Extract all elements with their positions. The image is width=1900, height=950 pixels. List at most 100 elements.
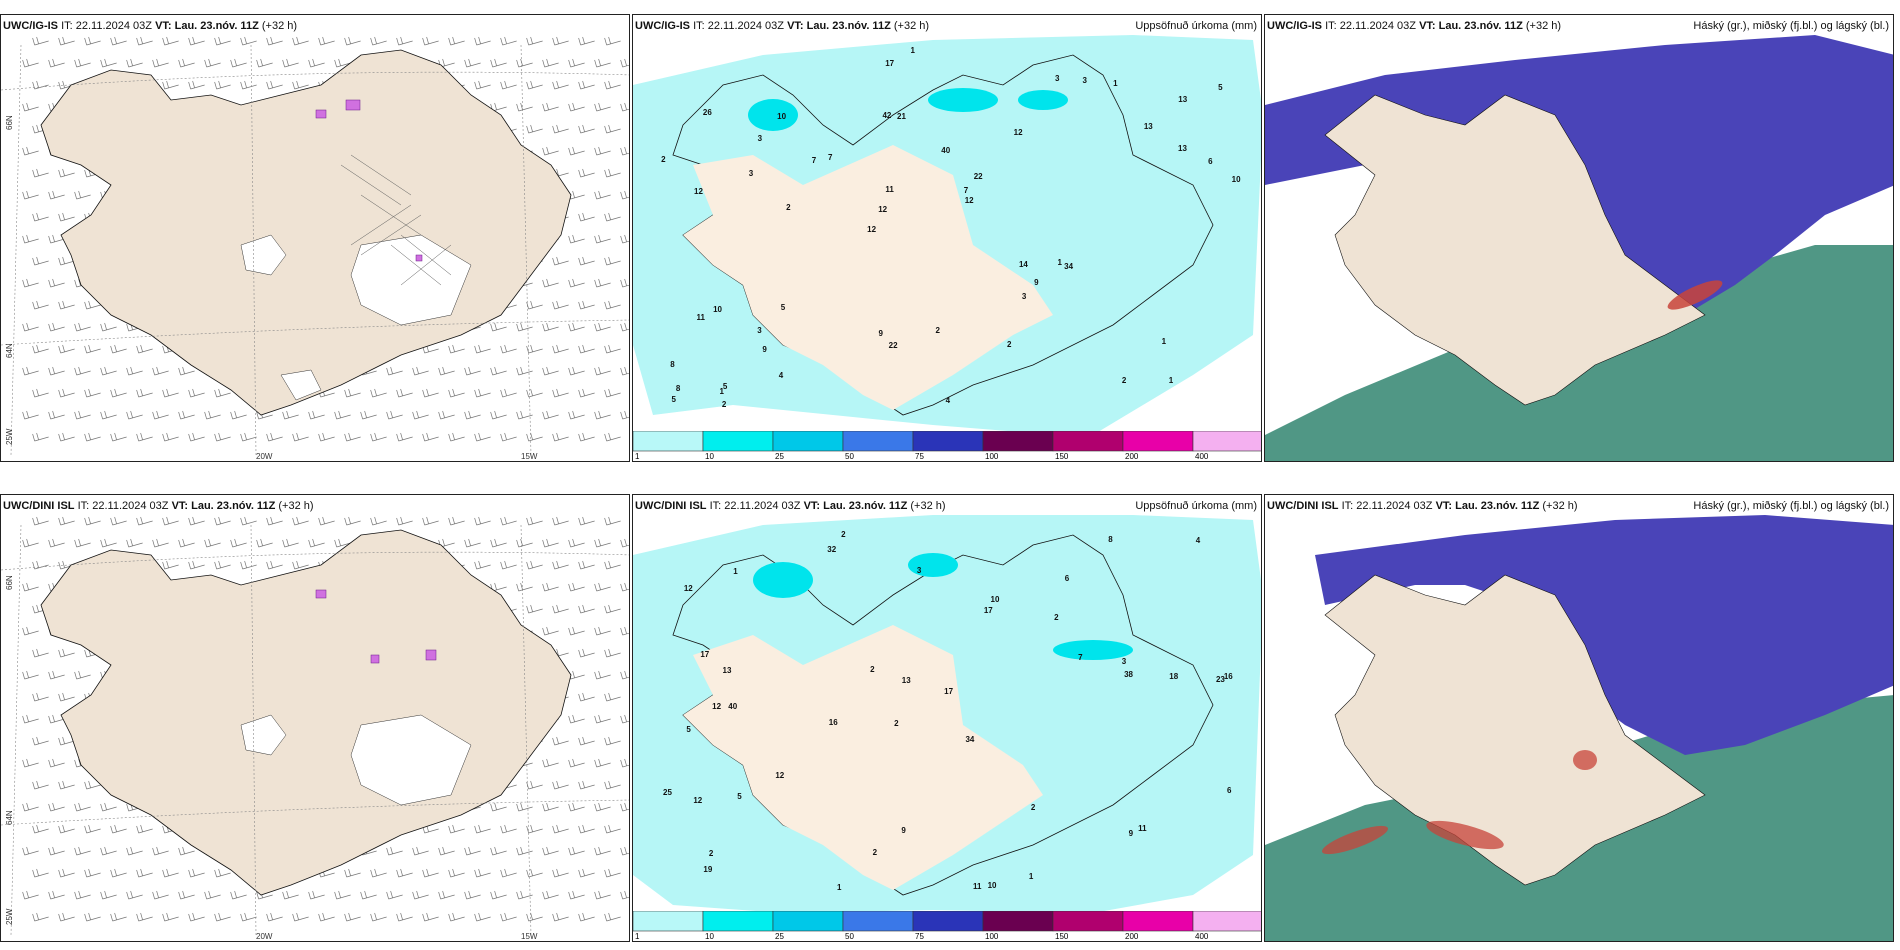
lat-label-25w: 25W [5,428,14,445]
colorbar-swatch [633,911,704,932]
wind-barb [292,36,309,46]
wind-barb [162,560,179,570]
colorbar-tick-label: 100 [985,932,999,941]
precip-value-label: 13 [1178,143,1187,153]
wind-barb [204,58,221,68]
wind-barb [162,912,179,922]
wind-barb [178,410,195,420]
precip-value-label: 6 [1208,156,1213,166]
wind-barb [396,868,413,878]
wind-barb [620,146,629,156]
wind-barb [568,802,585,812]
wind-barb [552,780,569,790]
wind-barb [526,36,543,46]
wind-barb [474,824,491,834]
colorbar-swatch [842,431,914,452]
wind-barb [110,388,127,398]
wind-barb [578,124,595,134]
colorbar-swatch [912,431,984,452]
colorbar [633,431,1261,452]
wind-barb [344,388,361,398]
precip-value-label: 11 [696,312,706,322]
wind-barb [604,560,621,570]
cloud-map [1265,35,1893,461]
wind-barb [438,846,455,856]
wind-barb [526,388,543,398]
lon-label-15w: 15W [521,452,538,461]
wind-barb [620,366,629,376]
wind-barb [448,912,465,922]
colorbar-tick-label: 50 [845,452,854,461]
wind-barb [58,344,75,354]
wind-barb [48,278,65,288]
wind-barb [152,890,169,900]
wind-barb [516,322,533,332]
wind-barb [84,912,101,922]
wind-barb [448,868,465,878]
wind-barb [48,58,65,68]
precip-value-label: 11 [1138,824,1147,834]
wind-barb [386,410,403,420]
precip-value-label: 9 [901,826,906,836]
wind-barb [604,256,621,266]
wind-barb [604,36,621,46]
colorbar-swatch [702,911,774,932]
wind-barb [214,868,231,878]
wind-barb [594,890,611,900]
wind-barb [126,366,143,376]
wind-barb [318,36,335,46]
precip-value-label: 12 [683,584,693,594]
precip-value-label: 12 [775,770,785,780]
wind-barb [84,824,101,834]
precip-value-label: 38 [1124,670,1133,680]
colorbar-swatch [1122,911,1194,932]
wind-barb [568,146,585,156]
colorbar-tick-label: 150 [1055,932,1069,941]
wind-barb [464,410,481,420]
wind-barb [542,890,559,900]
graticule [1,44,629,456]
wind-barb [500,344,517,354]
wind-barb [188,912,205,922]
precip-value-label: 40 [728,701,738,711]
wind-barb [568,278,585,288]
wind-barb [594,410,611,420]
precip-value-label: 7 [811,155,817,165]
wind-barb [500,516,517,526]
wind-barb [110,824,127,834]
wind-barb [308,538,325,548]
wind-barb [552,868,569,878]
wind-barb [620,582,629,592]
wind-barb [490,322,507,332]
wind-barb [620,626,629,636]
wind-barb [48,366,65,376]
wind-barb [542,410,559,420]
wind-barb [500,868,517,878]
panel-header: UWC/IG-IS IT: 22.11.2024 03Z VT: Lau. 23… [3,20,298,32]
precip-value-label: 3 [1121,656,1127,666]
precip-value-label: 12 [878,205,888,215]
wind-barb [474,432,491,442]
precip-value-label: 5 [1218,82,1223,92]
wind-barb [110,36,127,46]
wind-barb [552,36,569,46]
wind-barb [438,410,455,420]
wind-barb [594,322,611,332]
wind-barb [604,212,621,222]
wind-barb [58,516,75,526]
wind-barb [578,604,595,614]
wind-barb [214,560,231,570]
precip-value-label: 32 [827,545,837,555]
precip-value-label: 2 [721,400,727,410]
precip-value-label: 2 [708,848,714,858]
precip-value-label: 10 [1231,175,1241,185]
wind-barb [568,714,585,724]
wind-barb [526,344,543,354]
precip-value-label: 4 [1195,535,1201,545]
wind-barb [526,912,543,922]
wind-barb [48,714,65,724]
precip-value-label: 22 [973,171,983,181]
wind-barb [578,692,595,702]
wind-barb [22,190,39,200]
wind-barb [58,168,75,178]
